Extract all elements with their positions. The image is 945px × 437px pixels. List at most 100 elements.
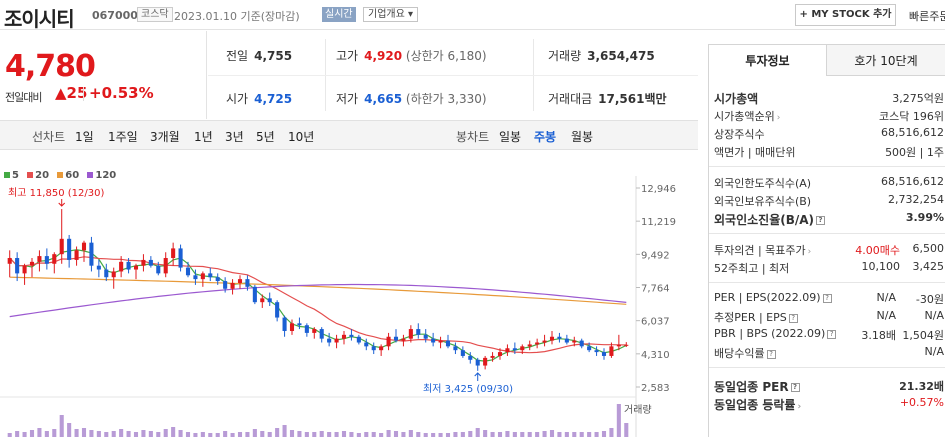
dividend-label: 배당수익률?	[714, 345, 776, 361]
tab-1w[interactable]: 1주일	[108, 130, 138, 144]
volume-bar	[512, 432, 517, 437]
help-icon[interactable]: ?	[827, 329, 837, 339]
candle-body	[549, 336, 555, 341]
candle-body	[22, 265, 27, 274]
open-price: 시가 4,725	[226, 90, 292, 107]
tab-3m[interactable]: 3개월	[150, 130, 180, 144]
candle-body	[609, 346, 614, 356]
quick-order-link[interactable]: 빠른주문	[909, 10, 945, 23]
tab-candle-chart[interactable]: 봉차트	[456, 130, 490, 144]
foreign-rate-row: 외국인소진율(B/A)? 3.99%	[714, 211, 944, 229]
volume-bar	[445, 433, 451, 437]
stock-name: 조이시티	[4, 7, 75, 31]
candle-body	[579, 340, 584, 347]
candle-body	[460, 350, 465, 356]
volume-bar	[579, 432, 584, 437]
chart-tabs: 선차트 1일 1주일 3개월 1년 3년 5년 10년 봉차트 일봉 주봉 월봉	[0, 120, 698, 150]
tab-1y[interactable]: 1년	[194, 130, 213, 144]
divider	[709, 233, 945, 234]
candle-body	[535, 342, 540, 345]
candle-body	[74, 250, 79, 260]
volume-axis-label: 거래량	[624, 404, 652, 416]
candle-body	[171, 248, 176, 259]
legend-ma20-label: 20	[35, 170, 50, 181]
shares-label: 상장주식수	[714, 128, 765, 141]
tab-orderbook[interactable]: 호가 10단계	[827, 44, 945, 76]
volume-bar	[289, 430, 295, 437]
current-price: 4,780	[5, 49, 96, 84]
chevron-right-icon: ›	[807, 247, 812, 257]
w52-high-value: 10,100	[861, 260, 901, 273]
help-icon[interactable]: ?	[790, 383, 800, 392]
realtime-button[interactable]: 실시간	[322, 7, 356, 22]
volume-bar	[572, 432, 577, 437]
per-row: PER | EPS(2022.09)? N/A -30원	[714, 291, 944, 309]
tab-invest-info[interactable]: 투자정보	[708, 44, 827, 76]
foreign-rate-value: 3.99%	[905, 211, 944, 224]
volume-value: 3,654,475	[587, 49, 655, 63]
candle-body	[572, 340, 577, 343]
volume-bar	[557, 432, 562, 437]
y-tick-label: 7,764	[641, 284, 670, 295]
diff-label: 전일대비	[5, 91, 42, 104]
volume-bar	[171, 427, 176, 437]
candle-body	[468, 355, 473, 360]
low-value: 4,665	[364, 92, 403, 106]
volume-bar	[520, 432, 525, 437]
per-text: PER | EPS(2022.09)	[714, 291, 821, 304]
industry-rate-value: +0.57%	[899, 396, 944, 409]
eps-value: -30원	[915, 293, 944, 306]
volume-bar	[67, 423, 72, 437]
tab-line-chart[interactable]: 선차트	[32, 130, 66, 144]
volume-bar	[312, 432, 317, 437]
candle-body	[408, 329, 413, 339]
tab-3y[interactable]: 3년	[225, 130, 244, 144]
my-stock-add-button[interactable]: + MY STOCK 추가	[795, 4, 896, 26]
company-overview-dropdown[interactable]: 기업개요 ▾	[363, 7, 418, 22]
candle-body	[416, 329, 421, 335]
industry-per-row: 동일업종 PER? 21.32배	[714, 378, 944, 396]
candle-body	[215, 277, 220, 282]
stock-chart[interactable]: 5 20 60 120 12,946 11,219 9,492 7,764 6,037 4…	[0, 151, 698, 437]
foreign-hold-row: 외국인보유주식수(B) 2,732,254	[714, 193, 944, 211]
right-panel: 투자정보 호가 10단계 시가총액 3,275억원 시가총액순위 › 코스닥 19…	[708, 44, 945, 437]
opinion-text: 투자의견 | 목표주가	[714, 244, 806, 257]
diff-value: ▲25	[55, 84, 88, 102]
candle-body	[386, 336, 391, 347]
stock-code: 067000	[92, 9, 138, 22]
candle-body	[334, 338, 339, 343]
volume-bar	[535, 432, 540, 437]
candle-body	[282, 317, 287, 331]
high-price: 고가 4,920 (상한가 6,180)	[336, 47, 487, 64]
volume-bar	[624, 423, 629, 437]
help-icon[interactable]: ?	[822, 293, 832, 303]
opinion-value: 4.00매수	[855, 244, 900, 257]
w52-low-value: 3,425	[912, 260, 945, 273]
help-icon[interactable]: ?	[816, 216, 826, 225]
volume-bar	[119, 429, 124, 437]
help-icon[interactable]: ?	[788, 313, 798, 323]
invest-info-box: 시가총액 3,275억원 시가총액순위 › 코스닥 196위 상장주식수 68,5…	[708, 76, 945, 437]
tab-daily[interactable]: 일봉	[499, 130, 522, 144]
candle-body	[438, 340, 443, 343]
tab-10y[interactable]: 10년	[288, 130, 315, 144]
volume-bar	[22, 432, 27, 437]
candle-body	[156, 265, 161, 274]
candle-body	[393, 336, 399, 341]
help-icon[interactable]: ?	[766, 349, 776, 359]
tab-weekly[interactable]: 주봉	[534, 130, 557, 144]
industry-rate-text: 동일업종 등락률	[714, 398, 796, 412]
volume-bar	[327, 432, 332, 437]
tab-monthly[interactable]: 월봉	[571, 130, 594, 144]
shares-row: 상장주식수 68,516,612	[714, 126, 944, 144]
tab-5y[interactable]: 5년	[256, 130, 275, 144]
mktcap-rank-label: 시가총액순위 ›	[714, 108, 780, 124]
candle-body	[341, 334, 347, 339]
mktcap-row: 시가총액 3,275억원	[714, 90, 944, 108]
volume-bar	[260, 431, 265, 437]
volume-bar	[601, 431, 607, 437]
legend-ma120-label: 120	[95, 170, 117, 181]
tab-1d[interactable]: 1일	[75, 130, 94, 144]
candle-body	[364, 342, 369, 347]
candle-body	[267, 298, 272, 303]
